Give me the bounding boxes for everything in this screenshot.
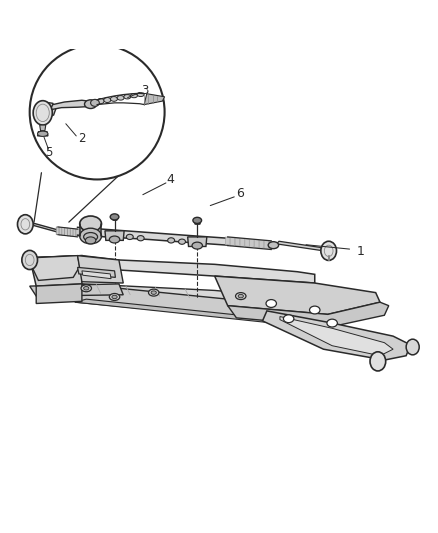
Ellipse shape bbox=[18, 215, 33, 234]
Ellipse shape bbox=[84, 287, 89, 290]
Polygon shape bbox=[40, 125, 46, 131]
Polygon shape bbox=[82, 271, 111, 279]
Polygon shape bbox=[67, 283, 315, 327]
Ellipse shape bbox=[266, 300, 276, 308]
Ellipse shape bbox=[131, 94, 138, 98]
Polygon shape bbox=[230, 238, 235, 246]
Ellipse shape bbox=[84, 232, 98, 241]
Polygon shape bbox=[67, 228, 71, 236]
Polygon shape bbox=[250, 239, 254, 248]
Polygon shape bbox=[228, 302, 389, 327]
Polygon shape bbox=[30, 284, 123, 296]
Polygon shape bbox=[187, 237, 207, 246]
Polygon shape bbox=[70, 229, 74, 236]
Ellipse shape bbox=[112, 295, 117, 298]
Polygon shape bbox=[245, 239, 249, 246]
Ellipse shape bbox=[283, 315, 294, 322]
Text: 3: 3 bbox=[141, 84, 148, 96]
Ellipse shape bbox=[321, 241, 336, 261]
Ellipse shape bbox=[137, 93, 144, 96]
Ellipse shape bbox=[33, 101, 52, 125]
Ellipse shape bbox=[110, 294, 120, 301]
Ellipse shape bbox=[168, 238, 175, 243]
Ellipse shape bbox=[91, 99, 99, 107]
Polygon shape bbox=[50, 100, 95, 110]
Polygon shape bbox=[240, 239, 244, 247]
Polygon shape bbox=[226, 237, 230, 245]
Polygon shape bbox=[269, 241, 273, 249]
Polygon shape bbox=[62, 228, 65, 236]
Polygon shape bbox=[280, 317, 393, 356]
Ellipse shape bbox=[110, 214, 119, 220]
Polygon shape bbox=[30, 256, 82, 286]
Polygon shape bbox=[78, 228, 228, 245]
Ellipse shape bbox=[80, 216, 102, 232]
Ellipse shape bbox=[126, 235, 133, 239]
Polygon shape bbox=[254, 239, 259, 247]
Text: 6: 6 bbox=[236, 187, 244, 200]
Ellipse shape bbox=[22, 251, 38, 270]
Polygon shape bbox=[59, 227, 63, 235]
Ellipse shape bbox=[85, 237, 96, 244]
Polygon shape bbox=[76, 229, 79, 237]
Ellipse shape bbox=[38, 131, 48, 136]
Polygon shape bbox=[73, 229, 77, 237]
Polygon shape bbox=[105, 231, 124, 240]
Polygon shape bbox=[30, 256, 80, 280]
Text: 4: 4 bbox=[166, 173, 174, 186]
Ellipse shape bbox=[110, 96, 117, 101]
Polygon shape bbox=[144, 94, 165, 104]
Polygon shape bbox=[276, 241, 325, 251]
Polygon shape bbox=[259, 240, 264, 249]
Ellipse shape bbox=[179, 239, 185, 244]
Ellipse shape bbox=[110, 236, 120, 243]
Polygon shape bbox=[235, 238, 240, 246]
Polygon shape bbox=[264, 240, 268, 248]
Text: 1: 1 bbox=[357, 245, 364, 258]
Polygon shape bbox=[67, 283, 302, 306]
Text: 2: 2 bbox=[78, 133, 86, 146]
Polygon shape bbox=[78, 256, 123, 283]
Polygon shape bbox=[34, 102, 56, 118]
Ellipse shape bbox=[85, 100, 97, 109]
Polygon shape bbox=[25, 256, 315, 283]
Ellipse shape bbox=[104, 98, 111, 102]
Text: 5: 5 bbox=[46, 146, 53, 159]
Polygon shape bbox=[33, 223, 59, 232]
Polygon shape bbox=[56, 227, 60, 235]
Polygon shape bbox=[78, 268, 116, 277]
Polygon shape bbox=[65, 228, 68, 236]
Ellipse shape bbox=[236, 293, 246, 300]
Ellipse shape bbox=[370, 352, 386, 371]
Ellipse shape bbox=[192, 242, 202, 249]
Ellipse shape bbox=[193, 217, 201, 223]
Ellipse shape bbox=[81, 285, 92, 292]
Ellipse shape bbox=[124, 94, 131, 99]
Polygon shape bbox=[38, 132, 48, 136]
Ellipse shape bbox=[151, 291, 156, 294]
Circle shape bbox=[30, 45, 165, 180]
Polygon shape bbox=[262, 311, 410, 360]
Ellipse shape bbox=[310, 306, 320, 314]
Ellipse shape bbox=[268, 241, 279, 249]
Polygon shape bbox=[75, 299, 315, 327]
Polygon shape bbox=[80, 224, 102, 236]
Ellipse shape bbox=[327, 319, 337, 327]
Ellipse shape bbox=[148, 289, 159, 296]
Ellipse shape bbox=[238, 294, 244, 298]
Polygon shape bbox=[215, 276, 380, 314]
Ellipse shape bbox=[117, 95, 124, 100]
Polygon shape bbox=[36, 284, 82, 303]
Ellipse shape bbox=[137, 236, 144, 241]
Ellipse shape bbox=[406, 339, 419, 355]
Ellipse shape bbox=[97, 99, 104, 104]
Ellipse shape bbox=[80, 228, 102, 244]
